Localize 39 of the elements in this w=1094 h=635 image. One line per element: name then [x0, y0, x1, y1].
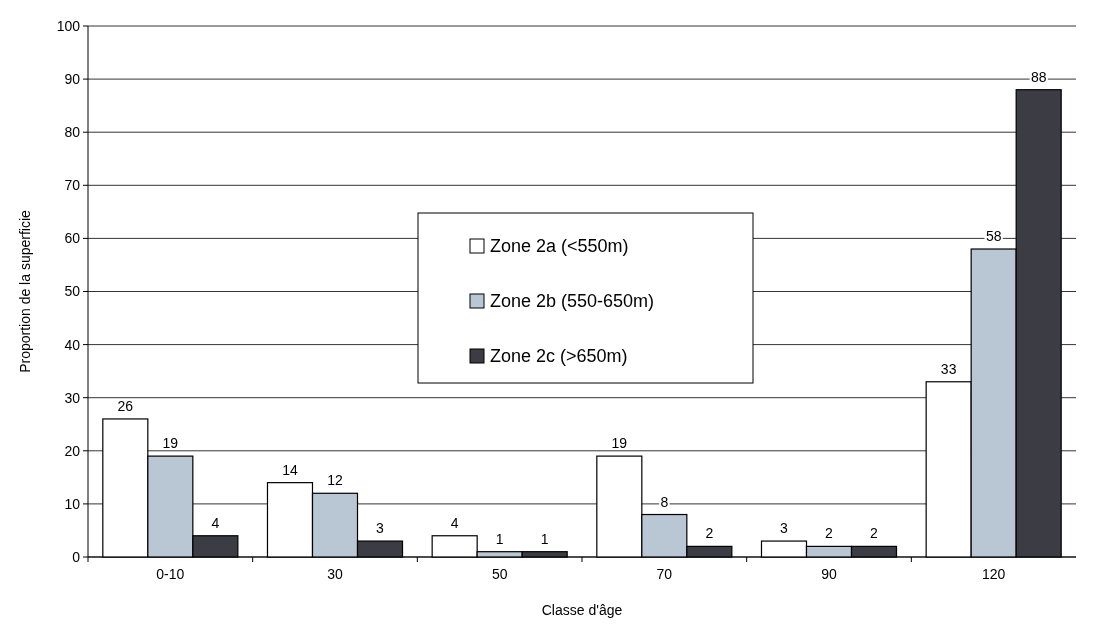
data-label: 2 — [705, 525, 714, 542]
x-tick-label: 120 — [981, 566, 1006, 582]
y-tick-label: 100 — [56, 17, 81, 34]
data-label: 2 — [870, 525, 879, 542]
y-tick-label: 20 — [64, 442, 81, 459]
y-axis-title: Proportion de la superficie — [17, 209, 33, 373]
data-label: 4 — [450, 514, 459, 531]
data-label: 12 — [327, 472, 343, 489]
y-tick-label: 40 — [64, 336, 81, 353]
y-tick-label: 70 — [64, 177, 81, 194]
data-label: 1 — [540, 530, 549, 547]
data-label: 88 — [1030, 68, 1047, 85]
data-label: 3 — [780, 520, 789, 537]
y-tick-label: 90 — [64, 71, 81, 87]
data-label: 2 — [825, 525, 834, 542]
y-tick-label: 30 — [64, 389, 81, 406]
x-tick-label: 90 — [821, 566, 837, 582]
legend-label: Zone 2a (<550m) — [490, 236, 629, 257]
data-label: 33 — [940, 360, 957, 377]
data-label: 26 — [117, 397, 134, 414]
data-label: 1 — [495, 530, 504, 547]
data-label: 19 — [611, 435, 628, 452]
data-label: 8 — [660, 493, 669, 510]
legend-label: Zone 2c (>650m) — [490, 346, 628, 367]
legend-label: Zone 2b (550-650m) — [490, 291, 655, 312]
y-tick-label: 10 — [64, 495, 81, 512]
y-tick-label: 60 — [64, 230, 81, 247]
x-axis-title: Classe d'âge — [541, 602, 623, 618]
y-tick-label: 80 — [64, 124, 81, 141]
x-tick-label: 70 — [656, 566, 673, 582]
x-tick-label: 50 — [491, 566, 508, 582]
x-tick-label: 30 — [327, 566, 343, 582]
y-tick-label: 50 — [64, 283, 81, 300]
y-tick-label: 0 — [72, 548, 81, 565]
x-tick-label: 0-10 — [156, 566, 185, 582]
data-label: 3 — [376, 520, 385, 537]
data-label: 19 — [162, 435, 179, 452]
data-label: 4 — [211, 514, 220, 531]
data-label: 14 — [282, 461, 298, 478]
